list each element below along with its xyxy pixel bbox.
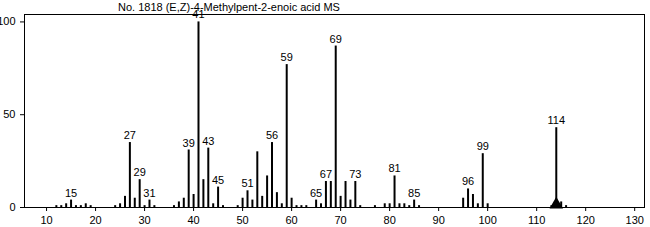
svg-text:59: 59 (281, 51, 293, 63)
svg-text:40: 40 (187, 214, 199, 226)
svg-text:10: 10 (40, 214, 52, 226)
svg-text:110: 110 (528, 214, 546, 226)
svg-text:81: 81 (388, 162, 400, 174)
svg-text:29: 29 (134, 166, 146, 178)
svg-text:41: 41 (192, 8, 204, 20)
svg-text:120: 120 (577, 214, 595, 226)
svg-text:30: 30 (138, 214, 150, 226)
svg-text:27: 27 (124, 129, 136, 141)
svg-text:96: 96 (462, 175, 474, 187)
svg-text:90: 90 (433, 214, 445, 226)
svg-text:114: 114 (548, 114, 566, 126)
svg-text:69: 69 (330, 33, 342, 45)
svg-text:0: 0 (9, 201, 15, 213)
svg-text:99: 99 (477, 140, 489, 152)
svg-text:130: 130 (626, 214, 644, 226)
svg-text:80: 80 (384, 214, 396, 226)
svg-text:50: 50 (3, 108, 15, 120)
svg-text:67: 67 (320, 168, 332, 180)
svg-text:15: 15 (65, 187, 77, 199)
svg-text:56: 56 (266, 129, 278, 141)
svg-text:51: 51 (241, 177, 253, 189)
svg-text:50: 50 (236, 214, 248, 226)
svg-text:70: 70 (335, 214, 347, 226)
svg-text:39: 39 (183, 136, 195, 148)
svg-text:31: 31 (143, 187, 155, 199)
svg-text:45: 45 (212, 174, 224, 186)
svg-text:85: 85 (408, 187, 420, 199)
svg-text:73: 73 (349, 168, 361, 180)
svg-text:65: 65 (310, 187, 322, 199)
svg-text:100: 100 (478, 214, 496, 226)
svg-text:100: 100 (0, 15, 16, 27)
svg-text:20: 20 (89, 214, 101, 226)
svg-text:43: 43 (202, 135, 214, 147)
svg-text:60: 60 (285, 214, 297, 226)
